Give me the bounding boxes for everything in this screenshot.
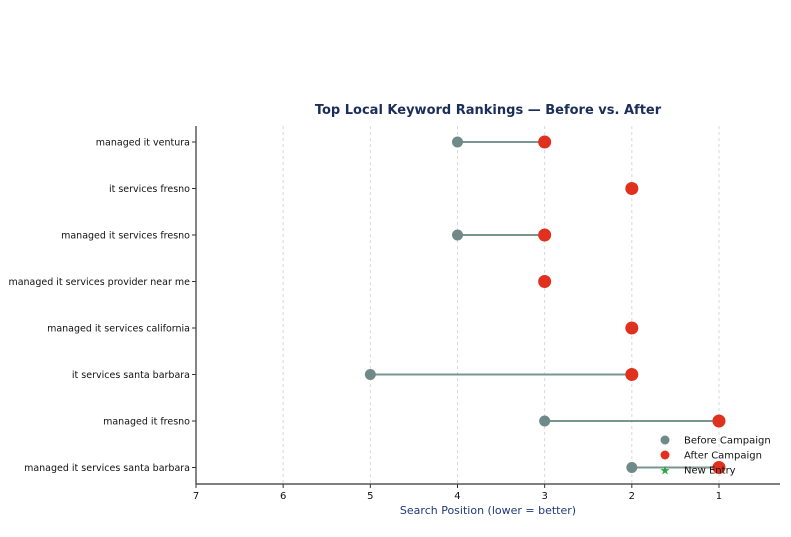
legend-label: After Campaign bbox=[684, 451, 762, 462]
before-point bbox=[451, 136, 463, 148]
x-tick-label: 2 bbox=[629, 491, 635, 502]
legend-marker: ★ bbox=[660, 464, 671, 478]
y-tick-label: managed it services california bbox=[47, 324, 190, 335]
y-tick-label: managed it fresno bbox=[103, 417, 190, 428]
after-point bbox=[625, 182, 639, 195]
x-tick-label: 3 bbox=[541, 491, 547, 502]
chart-title: Top Local Keyword Rankings — Before vs. … bbox=[315, 103, 662, 118]
connectors bbox=[370, 141, 719, 469]
legend-marker bbox=[660, 435, 670, 445]
before-point bbox=[539, 415, 551, 427]
y-tick-label: it services santa barbara bbox=[72, 370, 190, 381]
axes-layer bbox=[195, 126, 780, 485]
y-tick-label: managed it services santa barbara bbox=[24, 463, 190, 474]
x-tick-labels: 7 6 5 4 3 2 1 bbox=[193, 484, 722, 502]
after-point bbox=[712, 461, 726, 474]
x-tick-label: 1 bbox=[716, 491, 722, 502]
before-point bbox=[626, 462, 638, 473]
after-point bbox=[538, 135, 552, 149]
x-tick-label: 4 bbox=[454, 491, 460, 502]
y-tick-labels: managed it ventura it services fresno mana… bbox=[8, 138, 196, 474]
after-point bbox=[712, 414, 726, 428]
legend-marker bbox=[660, 450, 670, 460]
y-tick-label: it services fresno bbox=[109, 184, 190, 195]
x-tick-label: 7 bbox=[193, 491, 199, 502]
legend-label: Before Campaign bbox=[684, 436, 771, 447]
x-axis-label: Search Position (lower = better) bbox=[400, 504, 576, 517]
markers bbox=[364, 135, 726, 474]
after-point bbox=[538, 228, 552, 242]
legend: Before Campaign After Campaign ★ New Entry bbox=[660, 435, 771, 478]
before-point bbox=[364, 369, 376, 380]
after-point bbox=[625, 368, 639, 381]
x-tick-label: 5 bbox=[367, 491, 373, 502]
y-tick-label: managed it services fresno bbox=[61, 231, 190, 242]
grid-layer bbox=[195, 126, 720, 484]
after-point bbox=[625, 321, 639, 335]
y-tick-label: managed it ventura bbox=[96, 138, 190, 149]
y-tick-label: managed it services provider near me bbox=[8, 277, 190, 288]
after-point bbox=[538, 275, 552, 288]
legend-label: New Entry bbox=[684, 466, 736, 477]
x-tick-label: 6 bbox=[280, 491, 286, 502]
before-point bbox=[451, 229, 463, 241]
